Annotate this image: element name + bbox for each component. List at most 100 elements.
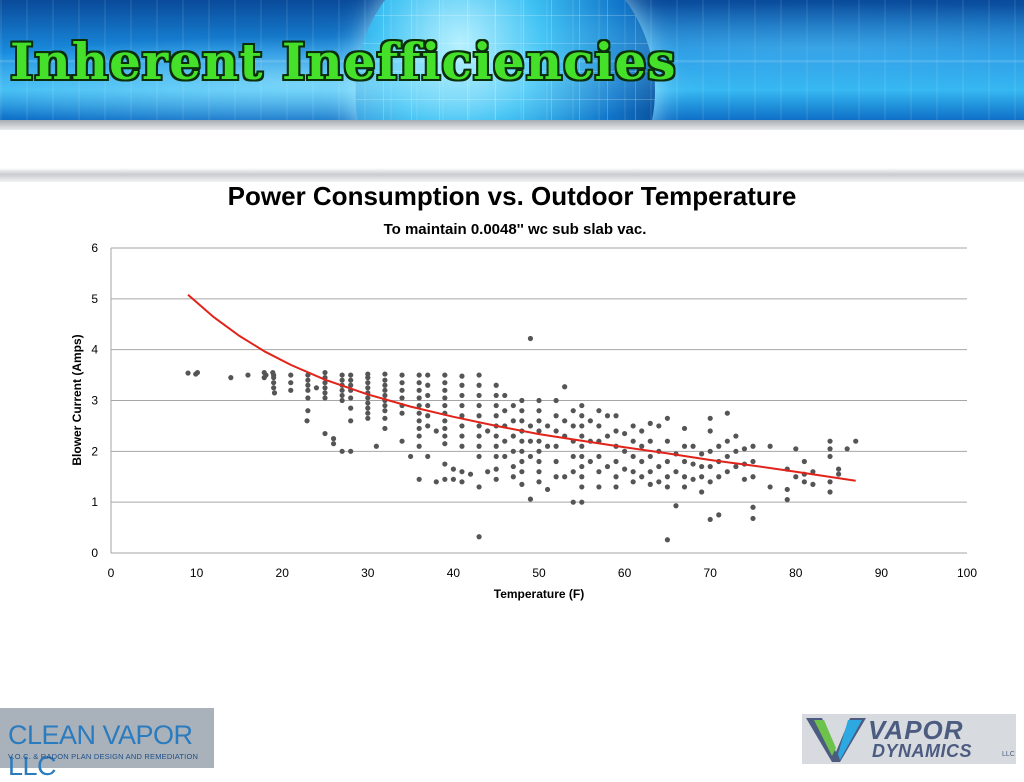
data-point bbox=[562, 384, 568, 390]
data-point bbox=[630, 479, 636, 485]
data-point bbox=[450, 476, 456, 482]
data-point bbox=[502, 438, 508, 444]
data-point bbox=[339, 397, 345, 404]
data-point bbox=[348, 372, 354, 378]
data-point bbox=[579, 423, 585, 429]
y-tick-label: 3 bbox=[91, 394, 98, 408]
data-point bbox=[579, 484, 585, 490]
data-point bbox=[664, 415, 671, 421]
data-point bbox=[622, 466, 628, 472]
data-point bbox=[536, 479, 542, 485]
data-point bbox=[793, 446, 799, 452]
data-point bbox=[459, 423, 465, 429]
data-point bbox=[673, 469, 679, 475]
clean-vapor-tagline: V.O.C. & RADON PLAN DESIGN AND REMEDIATI… bbox=[8, 752, 199, 761]
data-point bbox=[596, 408, 602, 414]
data-point bbox=[382, 415, 388, 421]
data-point bbox=[382, 382, 388, 388]
data-point bbox=[656, 463, 662, 470]
x-tick-label: 30 bbox=[361, 566, 375, 580]
data-point bbox=[630, 469, 636, 475]
data-point bbox=[330, 436, 337, 442]
data-point bbox=[519, 397, 525, 404]
data-point bbox=[339, 372, 345, 378]
data-point bbox=[553, 397, 559, 404]
data-point bbox=[527, 438, 534, 444]
data-point bbox=[416, 476, 422, 482]
data-point bbox=[459, 402, 465, 409]
data-point bbox=[416, 395, 422, 401]
data-point bbox=[365, 400, 371, 406]
data-point bbox=[348, 418, 354, 424]
data-point bbox=[365, 371, 371, 377]
data-point bbox=[433, 428, 439, 434]
data-point bbox=[382, 425, 388, 432]
data-point bbox=[228, 375, 234, 381]
data-point bbox=[442, 402, 448, 409]
data-point bbox=[348, 448, 354, 454]
data-point bbox=[801, 479, 807, 485]
data-point bbox=[810, 481, 816, 487]
data-point bbox=[647, 481, 653, 487]
data-point bbox=[827, 489, 833, 495]
x-tick-label: 90 bbox=[875, 566, 889, 580]
data-point bbox=[681, 425, 688, 432]
data-point bbox=[639, 428, 645, 434]
data-point bbox=[784, 497, 790, 503]
data-point bbox=[664, 537, 671, 543]
data-point bbox=[382, 371, 388, 377]
data-point bbox=[339, 448, 345, 454]
data-point bbox=[853, 438, 859, 444]
x-tick-label: 70 bbox=[704, 566, 718, 580]
clean-vapor-name: CLEAN VAPOR LLC bbox=[8, 720, 193, 781]
x-tick-labels: 0 10 20 30 40 50 60 70 80 90 100 bbox=[108, 566, 978, 580]
data-point bbox=[476, 392, 482, 399]
data-point bbox=[733, 463, 739, 470]
y-tick-label: 4 bbox=[91, 343, 98, 357]
x-axis-label: Temperature (F) bbox=[494, 587, 584, 601]
data-point bbox=[716, 474, 722, 480]
data-point bbox=[416, 380, 422, 386]
data-point bbox=[245, 372, 251, 378]
data-point bbox=[476, 433, 482, 439]
data-point bbox=[647, 453, 653, 460]
data-point bbox=[716, 443, 722, 449]
data-point bbox=[570, 499, 576, 505]
data-point bbox=[399, 395, 405, 401]
data-point bbox=[510, 402, 516, 409]
data-point bbox=[527, 423, 534, 429]
data-point bbox=[425, 382, 431, 388]
data-point bbox=[536, 458, 542, 465]
data-point bbox=[724, 410, 730, 416]
data-point bbox=[510, 448, 516, 454]
data-point bbox=[339, 387, 345, 393]
data-point bbox=[305, 395, 311, 401]
data-point bbox=[587, 418, 593, 424]
x-tick-label: 100 bbox=[957, 566, 977, 580]
data-point bbox=[604, 413, 611, 419]
data-point bbox=[613, 413, 619, 419]
data-point bbox=[707, 479, 713, 485]
data-point bbox=[562, 474, 568, 480]
data-point bbox=[707, 516, 713, 523]
data-point bbox=[844, 446, 850, 452]
data-point bbox=[322, 369, 328, 376]
data-point bbox=[579, 474, 585, 480]
data-point bbox=[836, 471, 842, 477]
data-point bbox=[579, 463, 585, 470]
data-point bbox=[271, 390, 278, 396]
data-point bbox=[544, 423, 551, 429]
data-point bbox=[681, 474, 688, 480]
data-point bbox=[185, 370, 191, 376]
y-tick-labels: 0 1 2 3 4 5 6 bbox=[91, 241, 98, 560]
data-point bbox=[288, 372, 294, 378]
data-point bbox=[553, 474, 559, 480]
data-point bbox=[562, 418, 568, 424]
data-point bbox=[793, 474, 799, 480]
data-point bbox=[450, 466, 456, 472]
data-point bbox=[459, 479, 465, 485]
data-point bbox=[527, 453, 534, 460]
data-point bbox=[570, 408, 576, 414]
data-point bbox=[681, 458, 688, 465]
data-point bbox=[639, 474, 645, 480]
